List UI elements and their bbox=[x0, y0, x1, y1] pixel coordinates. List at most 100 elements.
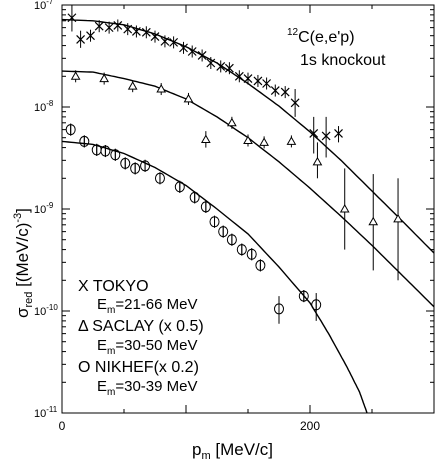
annotation-1s-knockout: 1s knockout bbox=[300, 52, 386, 69]
triangle-marker bbox=[99, 73, 110, 83]
nikhef-data-point bbox=[79, 135, 90, 148]
nikhef-data-point bbox=[120, 157, 131, 170]
tokyo-data-point bbox=[309, 116, 319, 154]
tokyo-data-point bbox=[253, 74, 263, 87]
x-marker bbox=[86, 31, 95, 41]
tokyo-data-point bbox=[94, 20, 104, 33]
saclay-data-point bbox=[368, 174, 379, 271]
tokyo-data-point bbox=[187, 45, 197, 58]
saclay-data-point bbox=[183, 92, 194, 105]
tokyo-data-point bbox=[179, 41, 188, 54]
x-marker bbox=[234, 71, 244, 81]
legend-saclay-range: Em=30-50 MeV bbox=[97, 337, 198, 357]
x-axis-label: pm [MeV/c] bbox=[192, 440, 273, 462]
x-marker bbox=[253, 76, 263, 86]
tokyo-data-point bbox=[113, 19, 123, 32]
tokyo-data-point bbox=[197, 49, 207, 62]
nikhef-data-point bbox=[91, 143, 102, 156]
nikhef-data-point bbox=[100, 145, 111, 158]
triangle-marker bbox=[286, 136, 297, 145]
saclay-data-point bbox=[286, 135, 297, 148]
nikhef-data-point bbox=[174, 180, 185, 193]
y-tick-label: 10-8 bbox=[34, 99, 54, 114]
y-tick-label: 10-9 bbox=[34, 201, 54, 216]
y-tick-label: 10-10 bbox=[34, 303, 58, 318]
nikhef-data-point bbox=[209, 215, 220, 228]
legend-tokyo-range: Em=21-66 MeV bbox=[97, 296, 198, 316]
x-marker bbox=[262, 79, 272, 88]
axis-ticks: 10-7 10-8 10-9 10-10 10-110 200 bbox=[34, 0, 435, 433]
tokyo-data-point bbox=[104, 21, 114, 34]
tokyo-data-point bbox=[67, 5, 77, 32]
nikhef-data-point bbox=[189, 191, 200, 204]
saclay-data-point bbox=[312, 142, 323, 179]
tokyo-data-point bbox=[334, 126, 343, 143]
y-tick-label: 10-7 bbox=[34, 0, 54, 12]
tokyo-data-point bbox=[76, 30, 86, 48]
saclay-data-point bbox=[339, 168, 350, 250]
triangle-marker bbox=[70, 71, 81, 80]
triangle-marker bbox=[156, 84, 167, 93]
annotation-reaction-sup: 12 bbox=[287, 27, 299, 38]
tokyo-data-point bbox=[123, 23, 133, 36]
nikhef-data-point bbox=[65, 123, 76, 136]
x-marker bbox=[216, 61, 226, 71]
annotation-reaction: 12C(e,e'p) bbox=[287, 27, 355, 46]
tokyo-data-point bbox=[216, 60, 226, 73]
tokyo-data-point bbox=[243, 72, 253, 85]
x-marker bbox=[334, 129, 343, 138]
fit-curve-2 bbox=[61, 70, 435, 308]
nikhef-data-point bbox=[255, 259, 266, 272]
saclay-data-point bbox=[156, 83, 167, 96]
tokyo-data-point bbox=[224, 62, 234, 75]
x-marker bbox=[197, 51, 207, 60]
tokyo-data-point bbox=[290, 89, 300, 117]
legend-nikhef-range: Em=30-39 MeV bbox=[97, 378, 198, 398]
tokyo-data-point bbox=[169, 36, 179, 49]
tokyo-data-point bbox=[131, 25, 141, 38]
triangle-marker bbox=[243, 135, 253, 144]
saclay-data-point bbox=[127, 80, 138, 93]
x-marker bbox=[179, 43, 188, 53]
x-marker bbox=[309, 129, 319, 138]
x-marker bbox=[67, 13, 77, 23]
x-marker bbox=[160, 36, 170, 46]
triangle-marker bbox=[200, 134, 211, 144]
x-marker bbox=[280, 87, 290, 97]
tokyo-data-point bbox=[86, 29, 95, 42]
x-marker bbox=[169, 37, 179, 47]
saclay-data-point bbox=[259, 136, 269, 149]
x-marker bbox=[131, 27, 141, 36]
x-marker bbox=[123, 24, 133, 34]
nikhef-data-point bbox=[154, 172, 165, 185]
nikhef-data-point bbox=[140, 159, 151, 172]
y-tick-label: 10-11 bbox=[34, 405, 58, 420]
x-marker bbox=[104, 23, 114, 33]
saclay-data-point bbox=[243, 134, 253, 147]
nikhef-data-point bbox=[130, 162, 141, 175]
x-marker bbox=[187, 47, 197, 56]
tokyo-data-point bbox=[234, 70, 244, 83]
annotation-reaction-text: C(e,e'p) bbox=[298, 29, 354, 46]
x-marker bbox=[290, 98, 300, 108]
triangle-marker bbox=[368, 216, 379, 226]
nikhef-data-point bbox=[274, 296, 284, 324]
x-tick-label: 0 bbox=[59, 419, 66, 433]
x-marker bbox=[224, 63, 234, 73]
triangle-marker bbox=[312, 156, 323, 166]
x-marker bbox=[321, 131, 331, 141]
x-tick-label: 200 bbox=[300, 419, 320, 433]
fit-curve-3 bbox=[61, 140, 368, 414]
tokyo-data-point bbox=[150, 30, 160, 43]
saclay-data-point bbox=[227, 116, 237, 129]
triangle-marker bbox=[227, 117, 237, 127]
nikhef-data-point bbox=[246, 248, 257, 261]
nikhef-data-point bbox=[226, 233, 237, 246]
y-axis-label: σred [(MeV/c)-3] bbox=[12, 208, 35, 318]
x-marker bbox=[94, 21, 104, 31]
tokyo-data-point bbox=[280, 86, 290, 99]
nikhef-data-point bbox=[311, 293, 322, 321]
saclay-data-point bbox=[70, 70, 81, 83]
saclay-data-point bbox=[99, 72, 110, 85]
legend-tokyo: X TOKYO bbox=[78, 278, 149, 295]
